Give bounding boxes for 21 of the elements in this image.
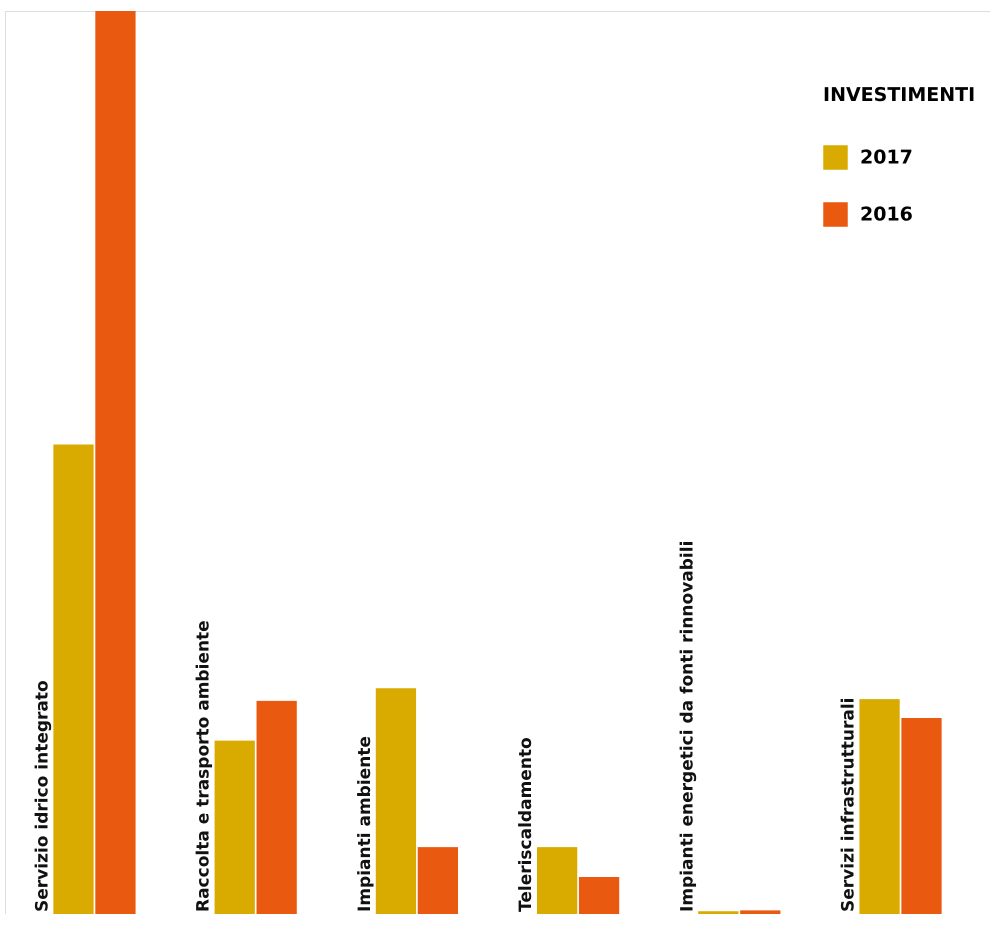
bar (418, 847, 458, 914)
bar (901, 718, 942, 914)
bar (376, 688, 416, 914)
bar (578, 876, 620, 914)
bar (53, 444, 94, 914)
bar (95, 11, 136, 914)
x-tick-label: Servizio idrico integrato (32, 680, 52, 912)
bar (740, 910, 780, 914)
x-tick-label: Impianti ambiente (354, 736, 375, 912)
x-tick-label: Impianti energetici da fonti rinnovabili (677, 540, 698, 912)
bar (536, 847, 578, 914)
legend-label: 2017 (860, 146, 913, 168)
x-tick-label: Raccolta e trasporto ambiente (194, 620, 214, 912)
x-tick-label: Servizi infrastrutturali (838, 698, 859, 912)
legend-label: 2016 (860, 204, 913, 226)
bar (256, 700, 297, 914)
legend-title: INVESTIMENTI (823, 84, 976, 106)
bar (698, 911, 738, 914)
bar (214, 740, 255, 914)
x-tick-label: Teleriscaldamento (516, 737, 536, 912)
bar (859, 699, 900, 914)
